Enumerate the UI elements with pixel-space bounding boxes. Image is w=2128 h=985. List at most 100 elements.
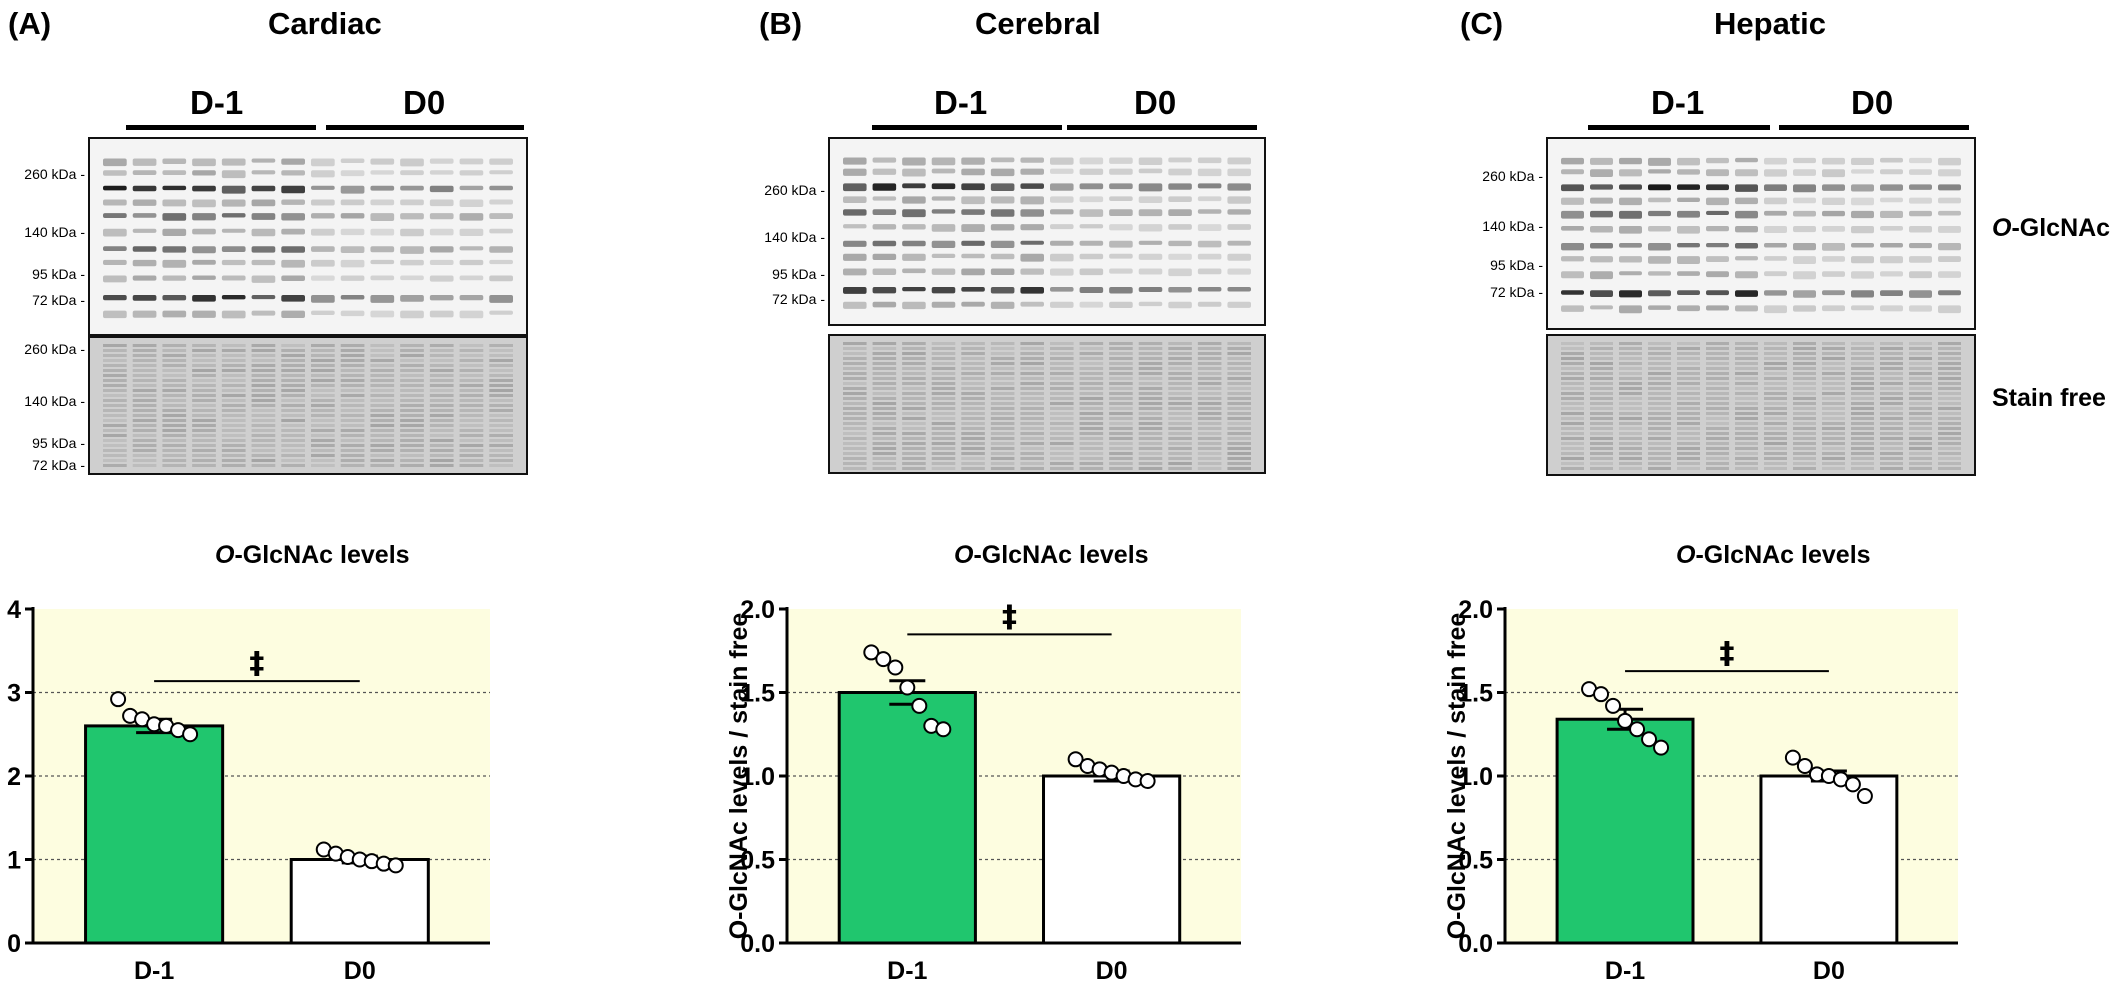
blot-band: [1079, 377, 1104, 380]
blot-band: [1138, 397, 1163, 400]
blot-band: [1706, 271, 1729, 278]
blot-band: [1793, 427, 1816, 430]
blot-band: [1138, 168, 1163, 174]
blot-band: [843, 196, 867, 203]
blot-band: [1822, 457, 1845, 460]
blot-band: [843, 253, 867, 261]
blot-band: [1735, 457, 1758, 460]
blot-band: [192, 259, 216, 265]
blot-band: [162, 374, 187, 377]
blot-band: [990, 432, 1015, 435]
blot-band: [162, 185, 187, 191]
blot-band: [961, 437, 985, 440]
y-tick-label: 0: [7, 930, 21, 958]
blot-band: [1168, 157, 1192, 163]
blot-band: [1880, 417, 1903, 420]
blot-band: [103, 389, 127, 392]
blot-band: [1909, 367, 1932, 370]
blot-band: [221, 399, 246, 402]
blot-band: [1938, 377, 1961, 380]
blot-band: [1735, 225, 1758, 233]
blot-band: [281, 158, 305, 165]
blot-band: [1938, 437, 1961, 440]
blot-band: [400, 185, 424, 191]
blot-band: [1561, 305, 1584, 312]
blot-band: [1677, 357, 1700, 360]
blot-band: [429, 369, 454, 372]
blot-band: [961, 362, 985, 365]
blot-band: [489, 374, 513, 377]
blot-band: [1561, 367, 1584, 370]
blot-band: [1851, 305, 1874, 311]
blot-band: [1793, 347, 1816, 350]
mw-marker-260: 260 kDa -: [24, 166, 85, 182]
blot-band: [1138, 357, 1163, 360]
blot-band: [251, 344, 276, 347]
blot-band: [1909, 157, 1932, 164]
blot-band: [103, 354, 127, 357]
blot-band: [1561, 432, 1584, 435]
blot-band: [489, 369, 513, 372]
blot-band: [1880, 382, 1903, 385]
blot-band: [1735, 157, 1758, 163]
blot-band: [1909, 362, 1932, 365]
blot-band: [1851, 412, 1874, 415]
blot-band: [459, 409, 484, 412]
group-label-d-1: D-1: [190, 84, 244, 121]
blot-band: [990, 342, 1015, 345]
blot-band: [1880, 427, 1903, 430]
blot-band: [1050, 287, 1074, 292]
blot-band: [1822, 427, 1845, 430]
blot-band: [311, 344, 335, 347]
blot-band: [192, 354, 216, 357]
blot-band: [1050, 382, 1074, 385]
blot-band: [1822, 362, 1845, 365]
blot-band: [103, 424, 127, 427]
blot-band: [489, 459, 513, 462]
blot-band: [843, 372, 867, 375]
blot-band: [429, 158, 454, 164]
blot-band: [400, 354, 424, 357]
blot-band: [103, 404, 127, 407]
blot-band: [311, 439, 335, 442]
blot-band: [370, 344, 395, 347]
blot-band: [1706, 437, 1729, 440]
blot-band: [1938, 417, 1961, 420]
blot-band: [103, 199, 127, 206]
blot-band: [1561, 372, 1584, 375]
blot-band: [1590, 367, 1613, 370]
x-tick-label: D-1: [887, 957, 927, 985]
blot-band: [1648, 417, 1671, 420]
blot-band: [1851, 271, 1874, 279]
blot-band: [1706, 387, 1729, 390]
blot-band: [340, 444, 365, 447]
blot-band: [370, 454, 395, 457]
blot-band: [1138, 402, 1163, 405]
blot-band: [311, 414, 335, 417]
blot-band: [311, 409, 335, 412]
blot-band: [1706, 157, 1729, 164]
blot-band: [1648, 357, 1671, 360]
blot-band: [902, 417, 926, 420]
blot-band: [1020, 417, 1044, 420]
blot-band: [931, 253, 956, 258]
blot-band: [1648, 157, 1671, 166]
blot-band: [931, 417, 956, 420]
blot-band: [162, 389, 187, 392]
blot-band: [931, 240, 956, 249]
blot-band: [990, 422, 1015, 425]
blot-band: [1109, 402, 1133, 405]
group-bar-d0: [326, 125, 524, 130]
blot-band: [221, 228, 246, 233]
blot-band: [489, 454, 513, 457]
blot-band: [872, 427, 897, 430]
blot-band: [1764, 387, 1787, 390]
blot-band: [1079, 342, 1104, 345]
blot-band: [1793, 305, 1816, 312]
blot-band: [1138, 467, 1163, 470]
blot-band: [843, 437, 867, 440]
blot-band: [192, 459, 216, 462]
blot-band: [192, 414, 216, 417]
blot-band: [961, 168, 985, 176]
blot-band: [103, 399, 127, 402]
